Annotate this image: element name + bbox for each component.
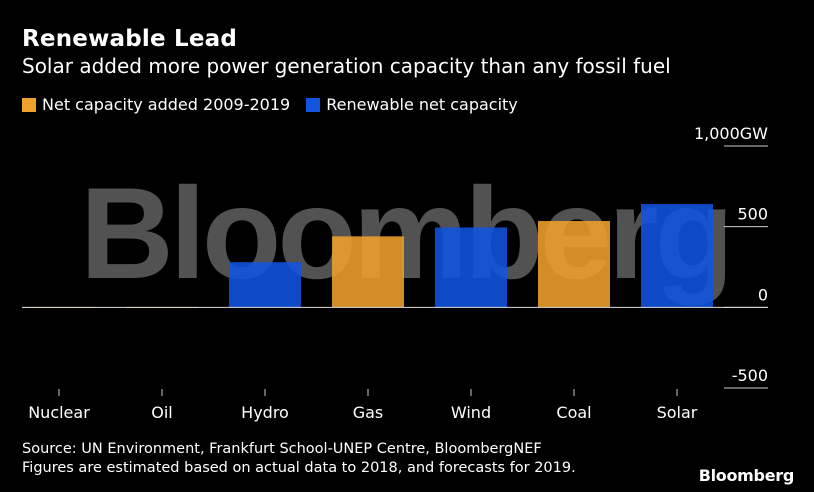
y-tick-label: 1,000GW xyxy=(694,124,768,143)
bar-wind xyxy=(435,227,507,308)
x-tick-label: Nuclear xyxy=(28,403,90,422)
y-tick-label: 0 xyxy=(758,285,768,304)
legend-label-renewable: Renewable net capacity xyxy=(326,95,518,114)
bar-hydro xyxy=(229,262,301,308)
x-tick-label: Wind xyxy=(451,403,491,422)
chart-legend: Net capacity added 2009-2019 Renewable n… xyxy=(22,95,534,114)
legend-swatch-blue xyxy=(306,97,321,112)
forecast-note: Figures are estimated based on actual da… xyxy=(22,460,576,476)
bar-solar xyxy=(641,204,713,308)
source-note: Source: UN Environment, Frankfurt School… xyxy=(22,441,542,457)
bar-coal xyxy=(538,221,610,308)
x-tick-label: Oil xyxy=(151,403,172,422)
chart-subtitle: Solar added more power generation capaci… xyxy=(22,54,671,78)
legend-item-renewable: Renewable net capacity xyxy=(306,95,518,114)
x-tick-label: Solar xyxy=(657,403,698,422)
x-tick-label: Gas xyxy=(353,403,384,422)
bloomberg-logo: Bloomberg xyxy=(698,466,795,485)
chart-footer: Source: UN Environment, Frankfurt School… xyxy=(22,440,576,478)
legend-label-net-capacity: Net capacity added 2009-2019 xyxy=(42,95,291,114)
y-tick-label: -500 xyxy=(732,366,768,385)
chart-title: Renewable Lead xyxy=(22,26,238,52)
y-tick-label: 500 xyxy=(737,205,768,224)
bloomberg-watermark: Bloomberg xyxy=(80,160,730,306)
legend-item-net-capacity: Net capacity added 2009-2019 xyxy=(22,95,290,114)
x-tick-label: Hydro xyxy=(241,403,289,422)
x-tick-label: Coal xyxy=(556,403,591,422)
bar-gas xyxy=(332,236,404,308)
legend-swatch-orange xyxy=(22,97,36,112)
